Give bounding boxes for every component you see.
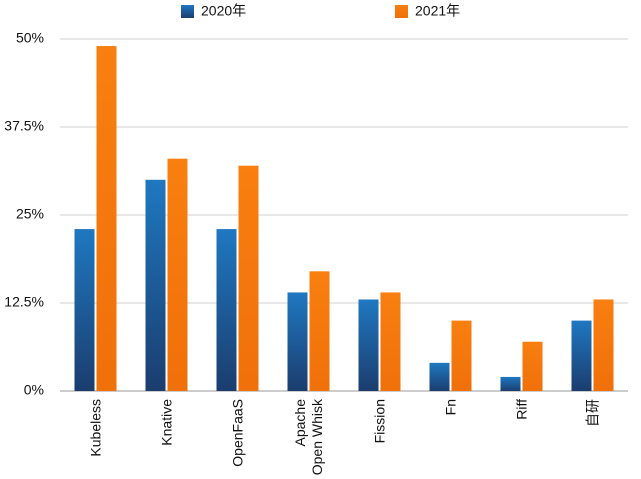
bar xyxy=(216,229,237,391)
x-tick-label: Fission xyxy=(371,399,387,444)
legend-swatch xyxy=(395,5,408,18)
x-tick-label: Fn xyxy=(442,399,458,416)
legend-swatch xyxy=(181,5,194,18)
bar xyxy=(522,341,543,391)
bar xyxy=(309,271,330,391)
x-tick-label: Riff xyxy=(513,399,529,420)
y-tick-label: 25% xyxy=(16,206,44,222)
bar xyxy=(380,292,401,391)
x-tick-label: 自研 xyxy=(584,399,600,427)
bar xyxy=(571,320,592,391)
bar xyxy=(287,292,308,391)
x-tick-label: Apache Open Whisk xyxy=(291,399,325,476)
y-tick-label: 50% xyxy=(16,30,44,46)
bar xyxy=(74,229,95,391)
bar xyxy=(500,376,521,391)
bar xyxy=(96,46,117,391)
bar xyxy=(167,158,188,391)
y-tick-label: 37.5% xyxy=(4,118,44,134)
x-tick-label: OpenFaaS xyxy=(229,399,245,467)
bar xyxy=(429,362,450,391)
legend-label: 2021年 xyxy=(415,3,460,19)
y-tick-label: 0% xyxy=(24,382,44,398)
bar xyxy=(451,320,472,391)
legend-label: 2020年 xyxy=(201,3,246,19)
bar xyxy=(145,179,166,391)
x-tick-label: Kubeless xyxy=(87,399,103,457)
bar xyxy=(238,165,259,391)
y-tick-label: 12.5% xyxy=(4,294,44,310)
bar xyxy=(593,299,614,391)
x-tick-label: Knative xyxy=(158,399,174,446)
bar xyxy=(358,299,379,391)
